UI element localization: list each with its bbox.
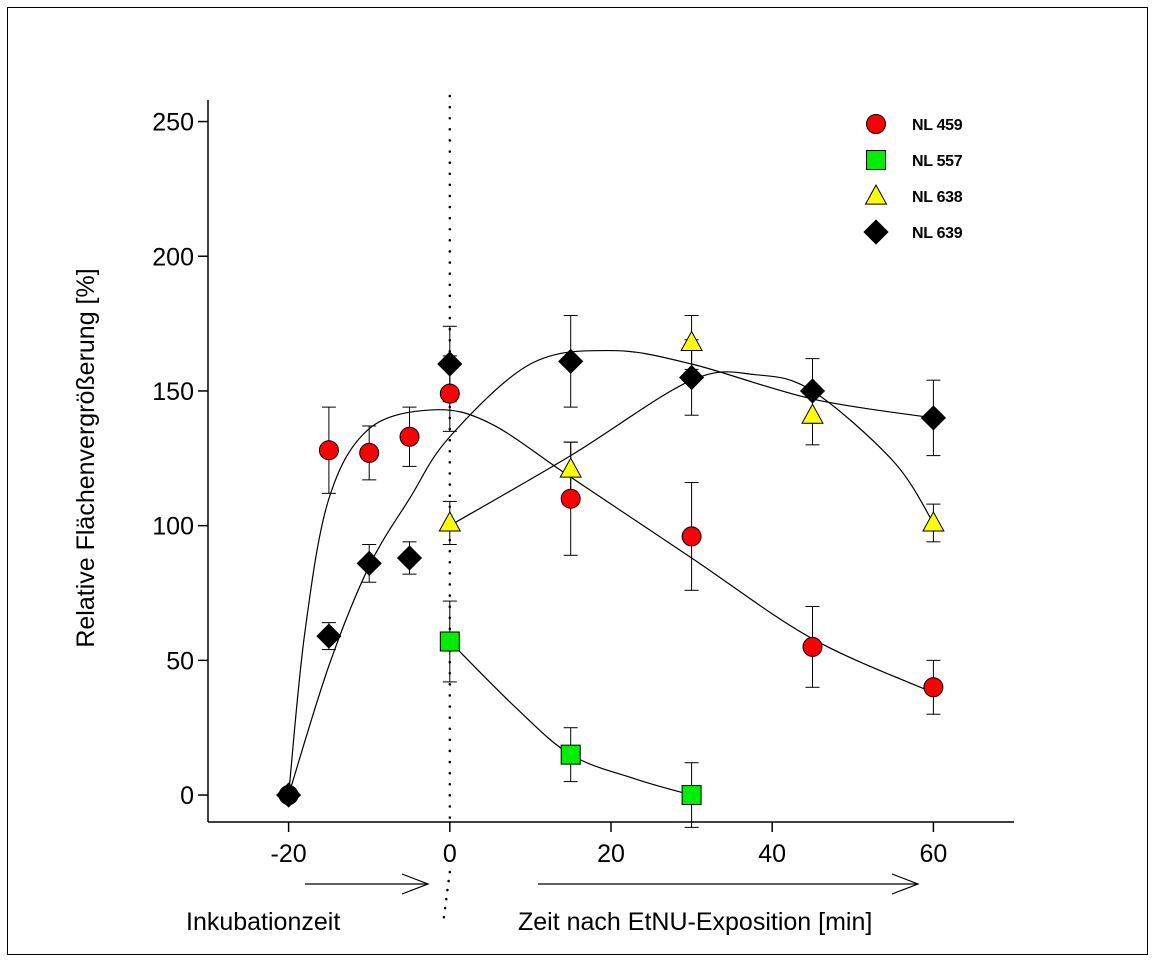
data-point-nl-557 (439, 631, 460, 652)
data-point-nl-459 (318, 440, 339, 461)
axes: 0 50 100 150 200 250 -20 0 20 40 60 (152, 100, 1014, 868)
fit-curve (449, 371, 934, 527)
y-tick-label: 50 (166, 647, 194, 675)
data-point-nl-639 (396, 545, 423, 571)
x-tick-label: -20 (271, 840, 307, 868)
arrow-exposure-head (891, 873, 920, 895)
data-point-nl-557 (560, 744, 581, 765)
data-point-nl-459 (359, 442, 380, 463)
dotted-line-tail (442, 870, 452, 920)
figure-frame (7, 7, 1148, 955)
data-point-nl-639 (920, 405, 946, 431)
data-point-nl-639 (679, 364, 705, 391)
fit-curve (288, 409, 934, 796)
y-tick-label: 250 (152, 109, 194, 137)
data-point-nl-638 (559, 457, 582, 478)
data-point-nl-638 (922, 511, 945, 532)
data-point-nl-459 (560, 488, 581, 509)
data-point-nl-639 (558, 348, 584, 374)
legend-label: NL 557 (912, 153, 963, 170)
y-tick-label: 100 (152, 513, 194, 541)
data-point-nl-638 (801, 403, 824, 424)
data-point-nl-557 (681, 785, 702, 806)
legend-label: NL 638 (912, 189, 963, 206)
x-axis-title: Zeit nach EtNU-Exposition [min] (518, 908, 872, 936)
x-tick-label: 40 (758, 840, 786, 868)
y-axis-title: Relative Flächenvergrößerung [%] (72, 268, 100, 647)
x-tick-label: 20 (597, 840, 625, 868)
data-point-nl-639 (799, 378, 826, 404)
data-point-nl-639 (356, 550, 382, 576)
time-arrows (305, 873, 920, 895)
data-point-nl-459 (681, 526, 702, 547)
x-tick-label: 60 (919, 840, 947, 868)
reference-line (442, 94, 452, 920)
data-point-nl-638 (438, 511, 462, 532)
legend: NL 459 NL 557 NL 638 NL 639 (863, 114, 963, 245)
legend-label: NL 639 (912, 225, 963, 242)
data-point-nl-639 (276, 782, 302, 808)
legend-label: NL 459 (912, 117, 963, 134)
legend-marker (866, 114, 886, 134)
data-point-nl-459 (399, 426, 420, 447)
data-point-nl-639 (437, 351, 463, 377)
data-point-nl-459 (923, 677, 944, 698)
data-point-nl-639 (316, 623, 342, 649)
error-bars (321, 315, 941, 828)
y-tick-label: 0 (180, 782, 194, 810)
y-tick-label: 200 (152, 243, 194, 271)
data-point-nl-459 (439, 383, 460, 404)
fit-curve (288, 349, 934, 796)
legend-marker (863, 219, 889, 245)
arrow-incubation-head (401, 873, 430, 895)
fitted-curves (288, 349, 934, 796)
legend-marker (864, 184, 888, 205)
data-points (276, 330, 946, 808)
data-point-nl-459 (802, 636, 823, 657)
x-tick-label: 0 (443, 840, 457, 868)
data-point-nl-638 (680, 330, 703, 352)
x-axis-title-left: Inkubationzeit (186, 908, 340, 936)
legend-marker (866, 150, 886, 170)
y-tick-label: 150 (152, 378, 194, 406)
